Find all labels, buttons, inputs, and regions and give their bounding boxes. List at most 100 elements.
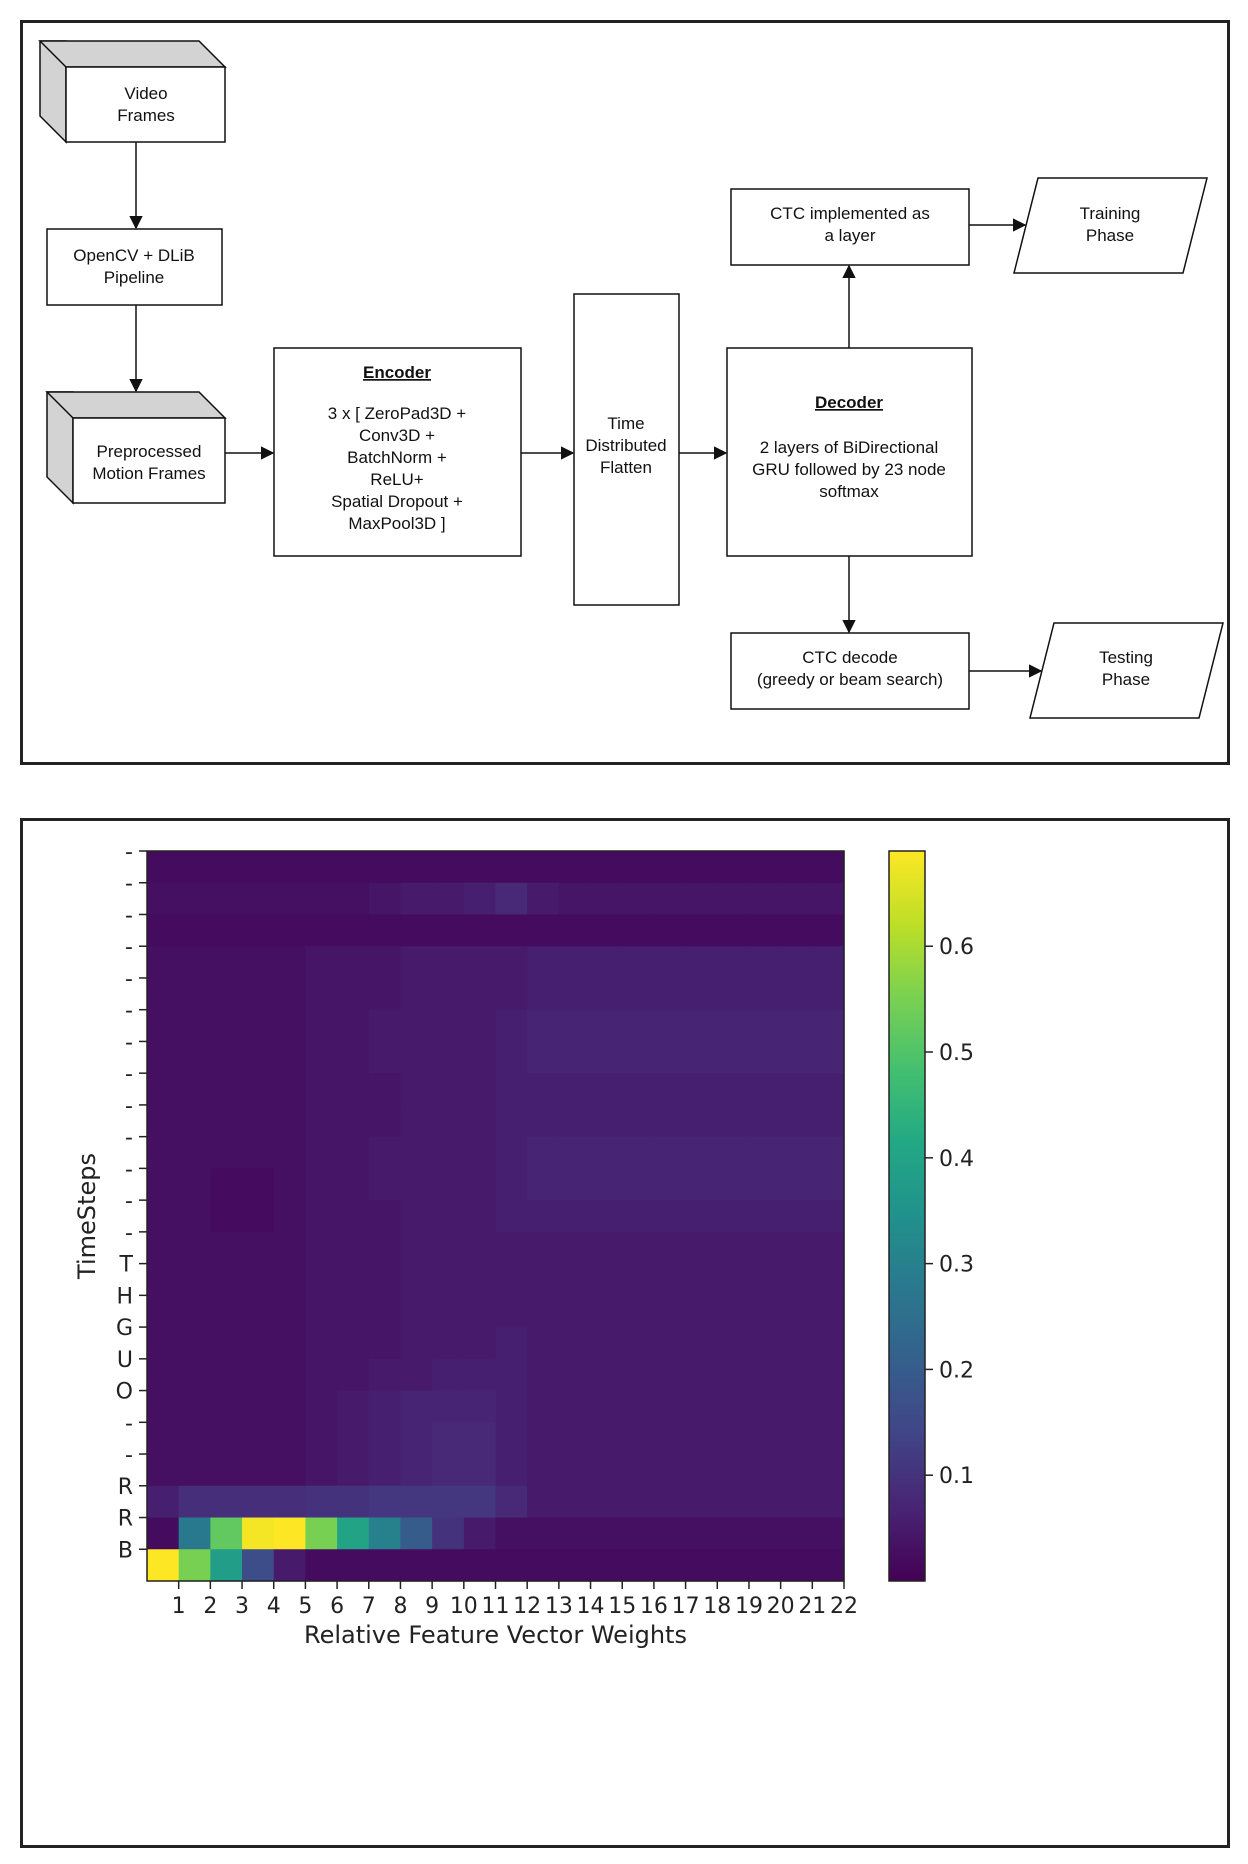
heatmap-cell [748,1104,782,1138]
heatmap-cell [147,1454,180,1487]
heatmap-cell [717,882,750,916]
heatmap-cell [717,1327,750,1360]
heatmap-cell [432,946,465,979]
heatmap-cell [717,1231,750,1265]
heatmap-cell [558,1390,592,1423]
heatmap-cell [210,1549,243,1582]
heatmap-cell [368,882,402,916]
heatmap-cell [622,1549,655,1582]
heatmap-cell [305,914,338,947]
heatmap-cell [242,1549,275,1582]
heatmap-cell [400,1009,433,1043]
heatmap-cell [717,1200,750,1233]
heatmap-cell [337,882,370,916]
heatmap-cell [368,1073,402,1106]
heatmap-cell [242,1263,275,1296]
preprocessed-label-1: Preprocessed [97,442,202,461]
heatmap-cell [432,1422,465,1455]
heatmap-cell [717,914,750,947]
heatmap-cell [495,1136,528,1169]
heatmap-cell [653,1136,687,1169]
heatmap-cell [432,1485,465,1519]
heatmap-cell [368,1549,402,1582]
x-tick-label: 17 [672,1594,700,1619]
heatmap-cell [178,1485,211,1519]
training-phase-node: Training Phase [1013,177,1208,274]
heatmap-cell [400,1168,433,1201]
heatmap-cell [432,1295,465,1328]
heatmap-cell [780,1136,813,1169]
heatmap-cell [242,882,275,916]
heatmap-cell [400,1485,433,1519]
architecture-diagram-panel: Video Frames OpenCV + DLiB Pipeline Prep… [20,20,1230,765]
heatmap-cell [653,1454,687,1487]
heatmap-cell [400,1327,433,1360]
heatmap-cell [748,1390,782,1423]
heatmap-cell [748,1263,782,1296]
ctc-decode-line-1: CTC decode [802,648,897,667]
heatmap-cell [495,977,528,1011]
heatmap-cell [717,1549,750,1582]
heatmap-cell [147,851,180,884]
heatmap-cell [780,1041,813,1074]
heatmap-cell [717,946,750,979]
heatmap-cell [780,1168,813,1201]
heatmap-cell [273,1136,307,1169]
heatmap-cell [210,1231,243,1265]
heatmap-cell [527,1168,560,1201]
heatmap-cell [558,946,592,979]
heatmap-cell [495,1168,528,1201]
heatmap-cell [622,1390,655,1423]
heatmap-cell [210,1390,243,1423]
heatmap-cell [812,914,845,947]
decoder-title: Decoder [815,393,883,412]
heatmap-cell [432,851,465,884]
heatmap-cell [558,1422,592,1455]
heatmap-cell [685,1517,718,1550]
x-axis-label: Relative Feature Vector Weights [304,1621,687,1649]
heatmap-cell [305,1231,338,1265]
heatmap-cell [685,946,718,979]
heatmap-cell [685,1231,718,1265]
y-tick-label: - [125,1189,133,1214]
ctc-decode-line-2: (greedy or beam search) [757,670,943,689]
heatmap-cell [748,882,782,916]
heatmap-cell [590,1454,623,1487]
heatmap-cell [527,1422,560,1455]
ctc-layer-node: CTC implemented as a layer [730,188,970,266]
heatmap-cell [368,1104,402,1138]
heatmap-cell [337,1231,370,1265]
decoder-line-2: GRU followed by 23 node [752,460,946,479]
heatmap-cell [178,977,211,1011]
heatmap-cell [495,1200,528,1233]
heatmap-cell [147,1200,180,1233]
heatmap-cell [242,851,275,884]
heatmap-cell [622,1263,655,1296]
heatmap-cell [305,1422,338,1455]
heatmap-cell [273,1041,307,1074]
heatmap-cell [748,914,782,947]
heatmap-cell [432,977,465,1011]
heatmap-cell [812,1390,845,1423]
heatmap-cell [242,1009,275,1043]
heatmap-cell [400,1517,433,1550]
heatmap-cell [147,1168,180,1201]
heatmap-cell [558,914,592,947]
heatmap-cell [432,1327,465,1360]
heatmap-cell [242,1136,275,1169]
heatmap-cell [748,1009,782,1043]
y-tick-label: - [125,1126,133,1151]
heatmap-cell [242,1485,275,1519]
heatmap-cell [337,1073,370,1106]
heatmap-cell [178,1073,211,1106]
y-tick-label: - [125,903,133,928]
heatmap-cell [622,1200,655,1233]
decoder-node: Decoder 2 layers of BiDirectional GRU fo… [726,347,973,557]
heatmap-cell [432,1358,465,1392]
heatmap-cell [590,1549,623,1582]
heatmap-cell [400,851,433,884]
heatmap-cell [685,1485,718,1519]
heatmap-cell [622,1485,655,1519]
heatmap-cell [242,1200,275,1233]
